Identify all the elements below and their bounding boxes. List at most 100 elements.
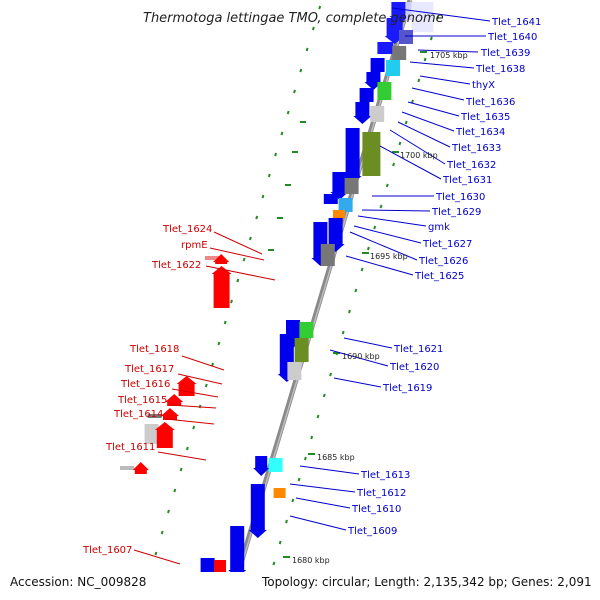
scale-label-1705: 1705 kbp	[430, 51, 468, 60]
track-dash	[411, 99, 414, 104]
gene-block	[294, 338, 309, 362]
gene-block	[250, 484, 265, 530]
track-dash	[348, 309, 351, 314]
track-dash	[360, 267, 364, 272]
gene-label-tlet-1627[interactable]: Tlet_1627	[422, 239, 472, 250]
gene-label-tlet-1615[interactable]: Tlet_1615	[117, 395, 167, 406]
gene-label-tlet-1634[interactable]: Tlet_1634	[455, 127, 505, 138]
inner-tick-track	[266, 15, 440, 587]
gene-label-tlet-1625[interactable]: Tlet_1625	[414, 271, 464, 282]
gene-block	[370, 106, 385, 122]
gene-block-reverse	[178, 384, 195, 396]
gene-label-tlet-1641[interactable]: Tlet_1641	[491, 17, 541, 28]
track-dash	[423, 57, 427, 62]
gene-block	[328, 218, 343, 244]
gene-label-tlet-1616[interactable]: Tlet_1616	[120, 379, 170, 390]
track-dash	[373, 225, 377, 230]
gene-block	[344, 178, 359, 194]
gene-label-tlet-1635[interactable]: Tlet_1635	[460, 112, 510, 123]
gene-label-tlet-1629[interactable]: Tlet_1629	[431, 207, 481, 218]
callout-reverse	[133, 549, 181, 565]
gene-block-reverse	[213, 274, 230, 308]
scale-label-1685: 1685 kbp	[317, 453, 355, 462]
gene-label-tlet-1618[interactable]: Tlet_1618	[129, 344, 179, 355]
track-dash	[322, 393, 326, 398]
gene-label-tlet-1612[interactable]: Tlet_1612	[356, 488, 406, 499]
gene-label-tlet-1620[interactable]: Tlet_1620	[389, 362, 439, 373]
scale-label-1690: 1690 kbp	[342, 352, 380, 361]
gene-label-tlet-1610[interactable]: Tlet_1610	[351, 504, 401, 515]
track-dash	[293, 89, 296, 94]
callout-forward	[345, 255, 414, 276]
gene-label-thyx[interactable]: thyX	[472, 80, 495, 91]
gene-block	[392, 46, 407, 60]
gene-label-tlet-1609[interactable]: Tlet_1609	[347, 526, 397, 537]
gene-block	[359, 88, 374, 102]
track-dash	[354, 288, 358, 293]
track-dash	[274, 152, 278, 157]
gene-arrowhead-reverse	[211, 266, 232, 274]
gene-block	[362, 132, 381, 176]
callout-forward	[357, 215, 427, 227]
callout-forward	[409, 61, 475, 69]
track-dash	[379, 204, 383, 209]
callout-reverse	[169, 404, 217, 409]
callout-forward	[389, 129, 446, 165]
gene-label-tlet-1607[interactable]: Tlet_1607	[82, 545, 132, 556]
track-dash	[404, 120, 408, 125]
track-dash	[318, 5, 322, 10]
gene-label-tlet-1614[interactable]: Tlet_1614	[113, 409, 163, 420]
gene-label-tlet-1638[interactable]: Tlet_1638	[475, 64, 525, 75]
gene-block	[386, 60, 400, 76]
callout-forward	[333, 377, 382, 388]
gene-label-rpme[interactable]: rpmE	[181, 240, 208, 251]
track-dash	[310, 435, 314, 440]
gene-label-tlet-1617[interactable]: Tlet_1617	[124, 364, 174, 375]
gene-label-tlet-1639[interactable]: Tlet_1639	[480, 48, 530, 59]
gene-label-tlet-1613[interactable]: Tlet_1613	[360, 470, 410, 481]
callout-forward	[407, 101, 460, 117]
gene-arrowhead-reverse	[161, 408, 179, 416]
gene-label-tlet-1632[interactable]: Tlet_1632	[446, 160, 496, 171]
track-dash	[278, 540, 282, 545]
gene-arrowhead-reverse	[132, 462, 149, 470]
gene-arrowhead-reverse	[176, 376, 197, 384]
gene-label-tlet-1633[interactable]: Tlet_1633	[451, 143, 501, 154]
accession-text: Accession: NC_009828	[10, 575, 146, 589]
track-dash	[223, 320, 227, 325]
track-dash	[217, 341, 221, 346]
gene-label-tlet-1626[interactable]: Tlet_1626	[418, 256, 468, 267]
gene-label-tlet-1611[interactable]: Tlet_1611	[105, 442, 155, 453]
callout-forward	[417, 49, 479, 53]
track-dash	[255, 215, 259, 220]
gene-label-tlet-1622[interactable]: Tlet_1622	[151, 260, 201, 271]
gene-block	[200, 558, 215, 574]
callout-reverse	[209, 247, 265, 261]
gene-label-tlet-1631[interactable]: Tlet_1631	[442, 175, 492, 186]
callout-forward	[343, 337, 393, 349]
gene-block-reverse	[120, 466, 134, 470]
gene-label-tlet-1640[interactable]: Tlet_1640	[487, 32, 537, 43]
callout-forward	[397, 121, 451, 148]
callout-forward	[379, 145, 442, 180]
gene-label-tlet-1621[interactable]: Tlet_1621	[393, 344, 443, 355]
gene-block	[411, 2, 434, 32]
gene-label-tlet-1624[interactable]: Tlet_1624	[162, 224, 212, 235]
track-dash	[299, 68, 303, 73]
track-dash	[185, 446, 189, 451]
scale-label-1700: 1700 kbp	[400, 151, 438, 160]
track-dash	[204, 383, 208, 388]
gene-block-reverse	[205, 256, 219, 260]
gene-block	[214, 560, 226, 574]
callout-reverse	[181, 355, 225, 371]
gene-block-reverse	[215, 262, 228, 264]
callout-forward	[299, 465, 360, 475]
callout-forward	[349, 231, 418, 261]
callout-forward	[289, 515, 347, 531]
gene-block	[377, 42, 394, 54]
gene-label-tlet-1630[interactable]: Tlet_1630	[435, 192, 485, 203]
gene-label-tlet-1619[interactable]: Tlet_1619	[382, 383, 432, 394]
gene-label-gmk[interactable]: gmk	[428, 222, 450, 233]
gene-label-tlet-1636[interactable]: Tlet_1636	[465, 97, 515, 108]
gene-block-reverse	[144, 424, 159, 444]
